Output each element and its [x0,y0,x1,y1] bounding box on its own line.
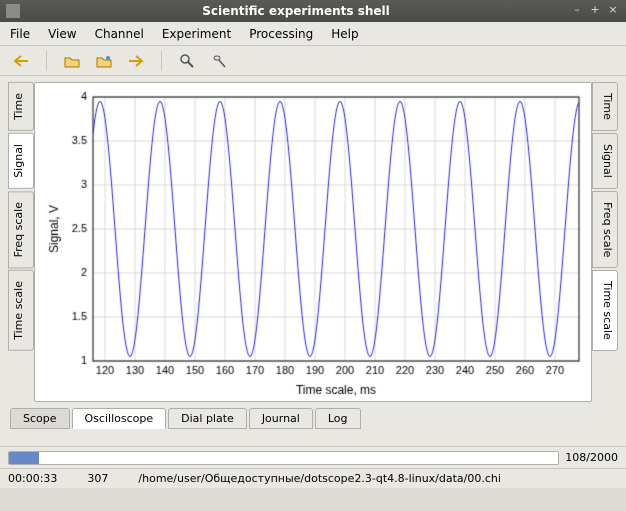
status-time: 00:00:33 [8,472,57,485]
menu-experiment[interactable]: Experiment [162,27,231,41]
titlebar: Scientific experiments shell – + × [0,0,626,22]
menu-file[interactable]: File [10,27,30,41]
btab-dialplate[interactable]: Dial plate [168,408,247,429]
status-count: 307 [87,472,108,485]
plot-wrap: Time Signal Freq scale Time scale Time S… [8,82,618,402]
progress-bar [8,451,559,465]
right-vertical-tabs: Time Signal Freq scale Time scale [592,82,618,402]
back-button[interactable] [10,50,32,72]
progress-row: 108/2000 [0,446,626,468]
minimize-button[interactable]: – [570,4,584,18]
vtab-left-freq[interactable]: Freq scale [8,191,34,268]
menu-processing[interactable]: Processing [249,27,313,41]
left-vertical-tabs: Time Signal Freq scale Time scale [8,82,34,402]
vtab-left-timescale[interactable]: Time scale [8,270,34,351]
vtab-right-signal[interactable]: Signal [592,133,618,189]
btab-oscilloscope[interactable]: Oscilloscope [72,408,167,429]
probe-button[interactable] [208,50,230,72]
vtab-left-signal[interactable]: Signal [8,133,34,189]
maximize-button[interactable]: + [588,4,602,18]
btab-log[interactable]: Log [315,408,361,429]
toolbar [0,46,626,76]
vtab-right-time[interactable]: Time [592,82,618,131]
progress-label: 108/2000 [565,451,618,464]
menubar: File View Channel Experiment Processing … [0,22,626,46]
close-button[interactable]: × [606,4,620,18]
status-path: /home/user/Общедоступные/dotscope2.3-qt4… [138,472,618,485]
vtab-left-time[interactable]: Time [8,82,34,131]
signal-chart [35,83,591,401]
progress-fill [9,452,39,464]
status-bar: 00:00:33 307 /home/user/Общедоступные/do… [0,468,626,488]
menu-view[interactable]: View [48,27,76,41]
bottom-tabs: Scope Oscilloscope Dial plate Journal Lo… [8,408,618,429]
open-folder-alt-button[interactable] [93,50,115,72]
forward-button[interactable] [125,50,147,72]
menu-channel[interactable]: Channel [95,27,144,41]
vtab-right-timescale[interactable]: Time scale [592,270,618,351]
window-title: Scientific experiments shell [26,4,566,18]
menu-help[interactable]: Help [331,27,358,41]
open-folder-button[interactable] [61,50,83,72]
btab-journal[interactable]: Journal [249,408,313,429]
btab-scope[interactable]: Scope [10,408,70,429]
vtab-right-freq[interactable]: Freq scale [592,191,618,268]
app-icon [6,4,20,18]
zoom-button[interactable] [176,50,198,72]
work-area: Time Signal Freq scale Time scale Time S… [0,76,626,446]
plot-frame [34,82,592,402]
